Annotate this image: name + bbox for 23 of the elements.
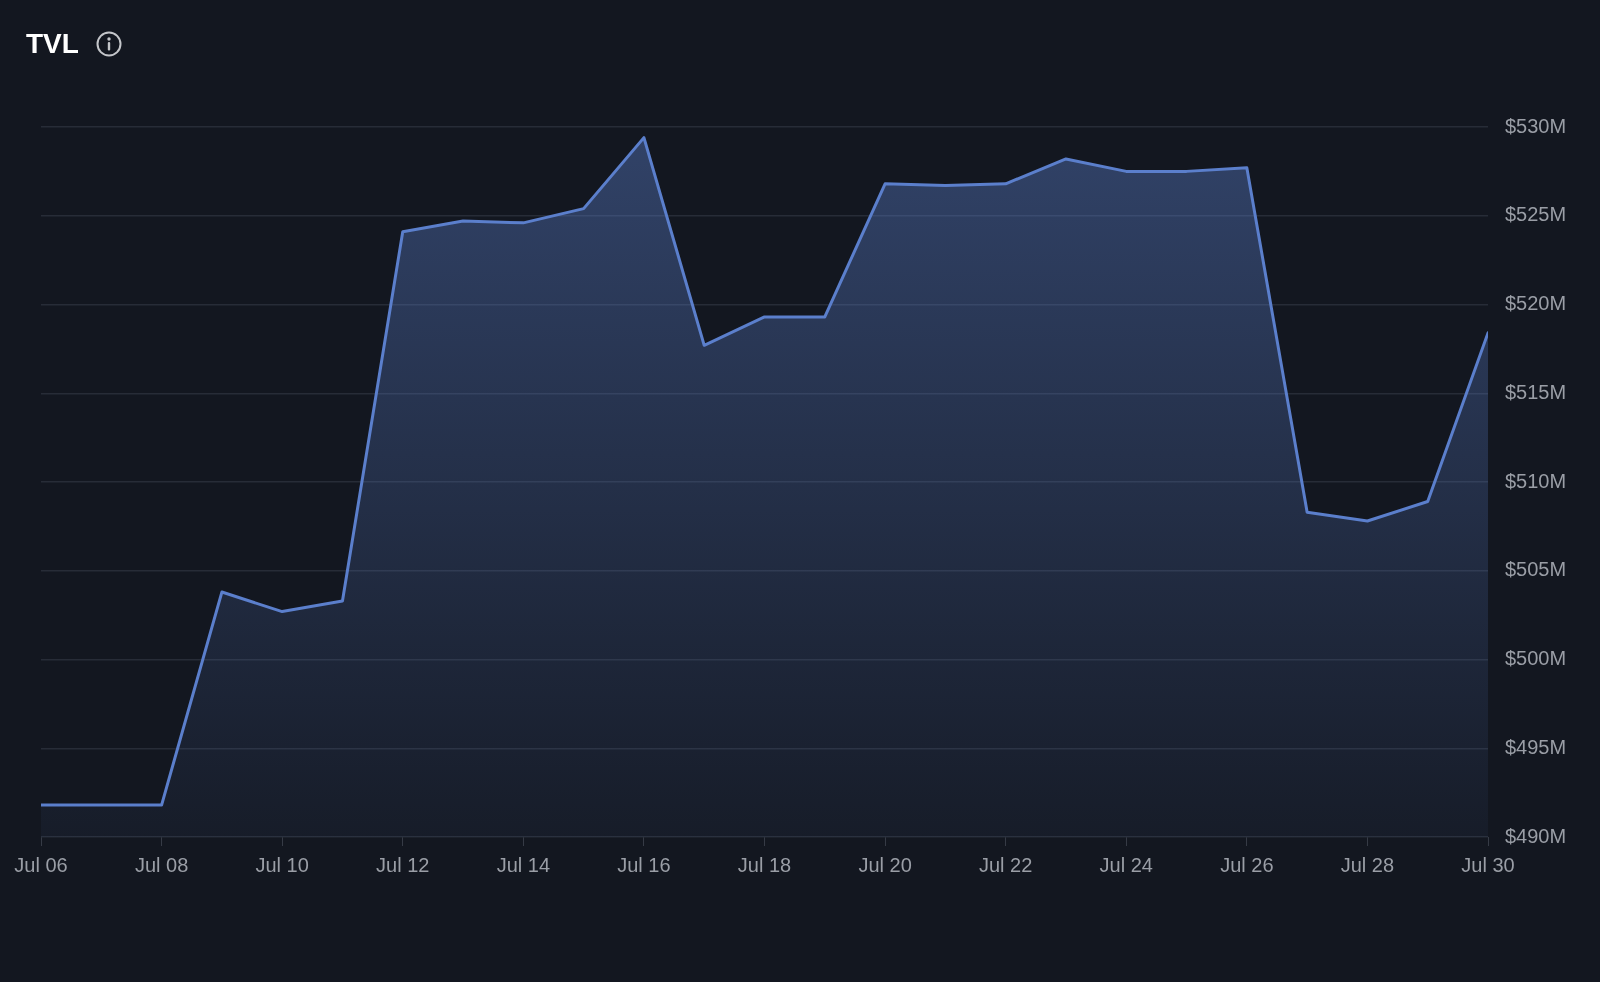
y-tick-label: $490M	[1505, 824, 1567, 847]
y-tick-label: $525M	[1505, 203, 1567, 226]
y-tick-label: $495M	[1505, 735, 1567, 758]
x-tick-label: Jul 14	[496, 853, 551, 876]
x-tick-label: Jul 26	[1220, 853, 1274, 876]
x-tick-label: Jul 16	[617, 853, 671, 876]
y-tick-label: $530M	[1505, 114, 1567, 137]
x-tick-label: Jul 28	[1340, 853, 1395, 876]
y-tick-label: $515M	[1505, 380, 1567, 403]
y-tick-label: $520M	[1505, 292, 1567, 315]
x-tick-label: Jul 06	[14, 853, 68, 876]
x-tick-label: Jul 10	[255, 853, 309, 876]
x-tick-label: Jul 30	[1461, 853, 1515, 876]
y-tick-label: $505M	[1505, 558, 1567, 581]
x-tick-label: Jul 08	[134, 853, 189, 876]
x-tick-label: Jul 18	[737, 853, 792, 876]
y-tick-label: $510M	[1505, 469, 1567, 492]
x-tick-label: Jul 22	[978, 853, 1033, 876]
y-tick-label: $500M	[1505, 647, 1567, 670]
x-tick-label: Jul 24	[1099, 853, 1153, 876]
x-tick-label: Jul 20	[858, 853, 912, 876]
chart-title: TVL	[26, 27, 79, 61]
x-tick-label: Jul 12	[376, 853, 430, 876]
